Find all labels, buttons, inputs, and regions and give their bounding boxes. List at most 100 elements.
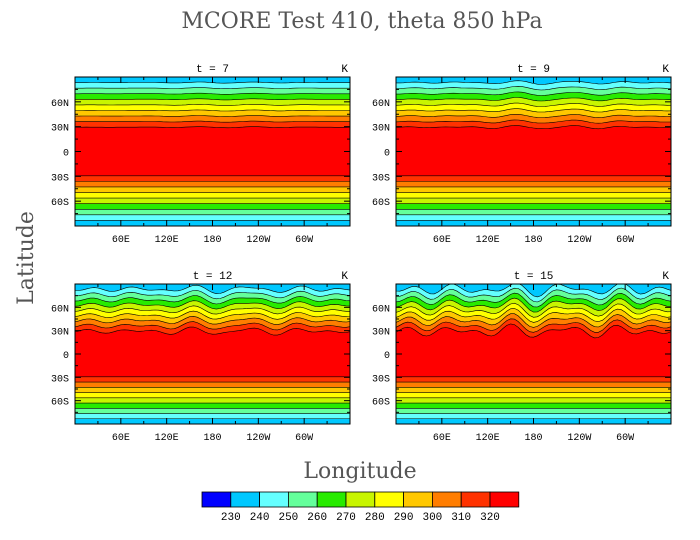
contour-line — [75, 284, 350, 310]
y-axis-label: Latitude — [14, 211, 39, 305]
colorbar-label: 320 — [480, 512, 500, 524]
contour-line — [396, 284, 671, 328]
contour-line — [396, 284, 671, 308]
contour-line — [396, 284, 671, 303]
contour-line — [75, 77, 350, 106]
y-tick-label: 60S — [372, 198, 390, 209]
x-tick-label: 60E — [433, 235, 451, 246]
x-tick-label: 60W — [295, 433, 313, 444]
colorbar-label: 280 — [365, 512, 385, 524]
contour-line — [396, 284, 671, 298]
colorbar-cell — [201, 491, 232, 508]
panel-label: t = 12 — [193, 271, 233, 283]
panels: t = 7 K 60E 120E 180 120W 60W 60N 30N 0 30S 60S t = … — [51, 64, 672, 444]
x-tick-label: 180 — [524, 433, 542, 444]
contour-line — [75, 284, 350, 320]
units-label: K — [662, 64, 669, 76]
contour-line — [75, 77, 350, 123]
x-tick-label: 120E — [155, 235, 179, 246]
colorbar-cell — [259, 491, 289, 508]
contour-line — [396, 284, 671, 323]
colorbar-label: 300 — [422, 512, 442, 524]
colorbar-label: 270 — [336, 512, 356, 524]
units-label: K — [341, 64, 348, 76]
colorbar-cell — [230, 491, 261, 508]
y-tick-label: 60N — [51, 304, 69, 315]
contour-line — [75, 284, 350, 300]
contour-line — [75, 77, 350, 117]
contour-line — [396, 284, 671, 318]
contour-line — [396, 284, 671, 333]
contour-line — [75, 284, 350, 305]
colorbar-cell — [316, 491, 347, 508]
contour-field — [75, 77, 350, 226]
y-tick-label: 0 — [384, 351, 390, 362]
contour-line — [396, 77, 671, 107]
y-tick-label: 30S — [372, 173, 390, 184]
colorbar-label: 230 — [221, 512, 241, 524]
y-tick-label: 30N — [51, 328, 69, 339]
panel-label: t = 7 — [196, 64, 229, 76]
contour-line — [75, 284, 350, 295]
contour-line — [75, 284, 350, 331]
colorbar-cell — [345, 491, 376, 508]
x-tick-label: 60E — [433, 433, 451, 444]
x-tick-label: 120E — [476, 433, 500, 444]
colorbar-label: 240 — [250, 512, 270, 524]
units-label: K — [662, 271, 669, 283]
x-tick-label: 120W — [246, 433, 270, 444]
y-tick-label: 30S — [372, 374, 390, 385]
contour-field — [396, 284, 671, 424]
contour-line — [396, 77, 671, 130]
contour-line — [396, 284, 671, 339]
colorbar-cell — [489, 491, 520, 508]
x-tick-label: 60W — [295, 235, 313, 246]
contour-line — [396, 77, 671, 102]
y-tick-label: 60S — [51, 398, 69, 409]
chart-title: MCORE Test 410, theta 850 hPa — [181, 9, 542, 34]
panel-4: t = 15 K 60E 120E 180 120W 60W 60N 30N 0 30S 60S — [372, 271, 672, 444]
contour-field — [75, 284, 350, 424]
y-tick-label: 30N — [51, 124, 69, 135]
panel-2: t = 9 K 60E 120E 180 120W 60W 60N 30N 0 30S 60S — [372, 64, 672, 246]
x-tick-label: 120W — [567, 433, 591, 444]
panel-label: t = 15 — [514, 271, 554, 283]
colorbar-cell — [403, 491, 433, 508]
x-tick-label: 180 — [524, 235, 542, 246]
y-tick-label: 60N — [51, 99, 69, 110]
x-tick-label: 60E — [112, 235, 130, 246]
contour-line — [75, 77, 350, 89]
contour-line — [75, 77, 350, 112]
x-tick-label: 120W — [567, 235, 591, 246]
panel-3: t = 12 K 60E 120E 180 120W 60W 60N 30N 0 30S 60S — [51, 271, 351, 444]
contour-line — [75, 284, 350, 315]
y-tick-label: 30N — [372, 124, 390, 135]
x-tick-label: 120E — [476, 235, 500, 246]
colorbar-label: 290 — [394, 512, 414, 524]
panel-1: t = 7 K 60E 120E 180 120W 60W 60N 30N 0 30S 60S — [51, 64, 351, 246]
y-tick-label: 60N — [372, 304, 390, 315]
y-tick-label: 0 — [63, 149, 69, 160]
y-tick-label: 30S — [51, 374, 69, 385]
colorbar-cell — [374, 491, 404, 508]
contour-field — [396, 77, 671, 226]
contour-line — [396, 77, 671, 113]
contour-line — [75, 284, 350, 336]
contour-line — [75, 77, 350, 101]
y-tick-label: 60S — [372, 398, 390, 409]
contour-line — [75, 77, 350, 95]
contour-line — [396, 77, 671, 118]
y-tick-label: 0 — [63, 351, 69, 362]
colorbar-label: 310 — [451, 512, 471, 524]
units-label: K — [341, 271, 348, 283]
y-tick-label: 60S — [51, 198, 69, 209]
y-tick-label: 0 — [384, 149, 390, 160]
colorbar: 230 240 250 260 270 280 290 300 310 320 — [201, 491, 520, 524]
colorbar-cell — [431, 491, 462, 508]
contour-line — [75, 284, 350, 325]
x-tick-label: 180 — [203, 235, 221, 246]
y-tick-label: 30S — [51, 173, 69, 184]
panel-label: t = 9 — [517, 64, 550, 76]
contour-line — [396, 77, 671, 96]
